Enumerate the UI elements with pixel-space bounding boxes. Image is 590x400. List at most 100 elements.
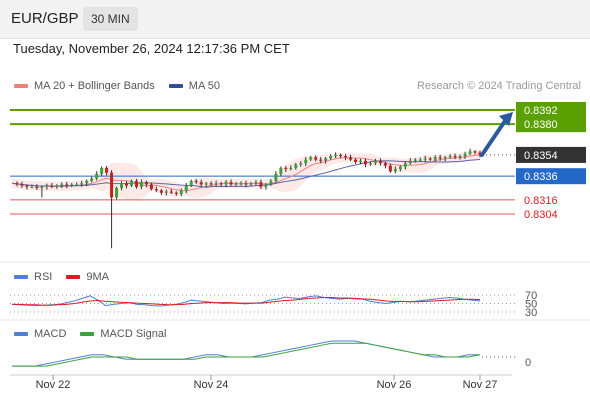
candle-body — [259, 182, 263, 187]
legend-rsi-label: RSI — [34, 271, 53, 283]
candle-body — [134, 180, 138, 187]
candle-body — [120, 183, 124, 188]
candle-body — [413, 159, 417, 161]
candle-body — [234, 183, 238, 185]
pivot-tag — [516, 168, 586, 185]
legend-swatch-rsi — [14, 275, 28, 279]
main-legend: MA 20 + Bollinger Bands MA 50 — [14, 80, 234, 92]
trend-arrow-head — [499, 112, 513, 126]
rsi-9ma-line — [12, 297, 481, 306]
candle-body — [149, 184, 153, 190]
candle-body — [314, 157, 318, 160]
candle-body — [349, 157, 353, 160]
candle-body — [75, 184, 79, 186]
candle-body — [324, 158, 328, 161]
macd-legend: MACD MACD Signal — [14, 328, 180, 340]
candle-body — [279, 167, 283, 174]
candle-body — [85, 180, 89, 184]
trend-arrow-shaft — [480, 116, 509, 157]
macd-line — [12, 340, 480, 367]
candle-body — [269, 180, 273, 185]
candle-body — [169, 191, 173, 193]
candle-body — [209, 183, 213, 185]
candle-body — [418, 159, 422, 161]
candle-body — [438, 157, 442, 159]
x-tick-label-1: Nov 24 — [194, 379, 229, 391]
candle-body — [304, 159, 308, 164]
candle-body — [468, 151, 472, 154]
resistance-tag-1 — [516, 116, 586, 133]
candle-body — [154, 189, 158, 191]
candle-body — [299, 163, 303, 165]
candle-body — [30, 186, 34, 188]
candle-body — [139, 182, 143, 187]
candle-body — [40, 186, 44, 188]
support-label-4: 0.8316 — [524, 195, 558, 207]
legend-macd-signal: MACD Signal — [80, 328, 166, 340]
candle-body — [354, 159, 358, 162]
resistance-tag-0 — [516, 102, 586, 118]
candle-body — [164, 191, 168, 193]
candle-body — [224, 182, 228, 185]
candle-body — [189, 180, 193, 186]
rsi-level-label-2: 30 — [525, 307, 537, 319]
legend-ma50: MA 50 — [168, 80, 220, 92]
candle-body — [393, 169, 397, 172]
candle-body — [239, 183, 243, 185]
candle-body — [55, 185, 59, 187]
candle-body — [229, 182, 233, 185]
candle-body — [219, 183, 223, 185]
candle-body — [453, 156, 457, 158]
candle-body — [284, 167, 288, 170]
last-price-tag — [516, 146, 586, 163]
candle-body — [90, 178, 94, 181]
candle-body — [368, 163, 372, 165]
candle-body — [110, 172, 114, 198]
candle-body — [20, 184, 24, 186]
candle-body — [45, 185, 49, 187]
candle-body — [428, 158, 432, 160]
candle-body — [408, 160, 412, 164]
candle-body — [383, 163, 387, 166]
pivot-label: 0.8336 — [524, 171, 558, 183]
x-tick-label-2: Nov 26 — [377, 379, 412, 391]
interval-button[interactable]: 30 MIN — [83, 7, 138, 31]
candle-body — [344, 156, 348, 158]
candle-body — [458, 156, 462, 158]
candle-body — [448, 156, 452, 158]
candle-body — [105, 167, 109, 173]
candle-body — [478, 152, 482, 155]
candle-body — [100, 167, 104, 174]
chart-header: EUR/GBP 30 MIN — [0, 0, 590, 39]
x-tick-label-0: Nov 22 — [36, 379, 71, 391]
candle-body — [204, 183, 208, 185]
credit-label: Research © 2024 Trading Central — [416, 80, 581, 92]
candle-body — [289, 167, 293, 170]
candle-body — [70, 184, 74, 186]
candle-body — [194, 180, 198, 183]
candle-body — [254, 182, 258, 184]
legend-swatch-macd-signal — [80, 332, 95, 336]
candle-body — [184, 185, 188, 191]
candle-body — [25, 185, 29, 187]
macd-zero-label: 0 — [525, 357, 531, 369]
support-label-5: 0.8304 — [524, 209, 558, 221]
rsi-line — [11, 295, 481, 307]
candle-body — [339, 154, 343, 157]
candle-body — [363, 160, 367, 165]
rsi-level-label-0: 70 — [525, 290, 537, 302]
legend-ma-bollinger-label: MA 20 + Bollinger Bands — [34, 80, 155, 92]
candle-body — [174, 192, 178, 194]
legend-macd-label: MACD — [34, 328, 67, 340]
candle-body — [443, 157, 447, 159]
datetime-label: Tuesday, November 26, 2024 12:17:36 PM C… — [13, 41, 290, 56]
legend-macd-signal-label: MACD Signal — [100, 328, 167, 340]
candle-body — [403, 163, 407, 167]
candle-body — [144, 182, 148, 185]
candle-body — [129, 180, 133, 186]
candle-body — [388, 165, 392, 172]
candle-body — [115, 188, 119, 198]
candle-body — [398, 166, 402, 170]
candle-body — [373, 160, 377, 164]
